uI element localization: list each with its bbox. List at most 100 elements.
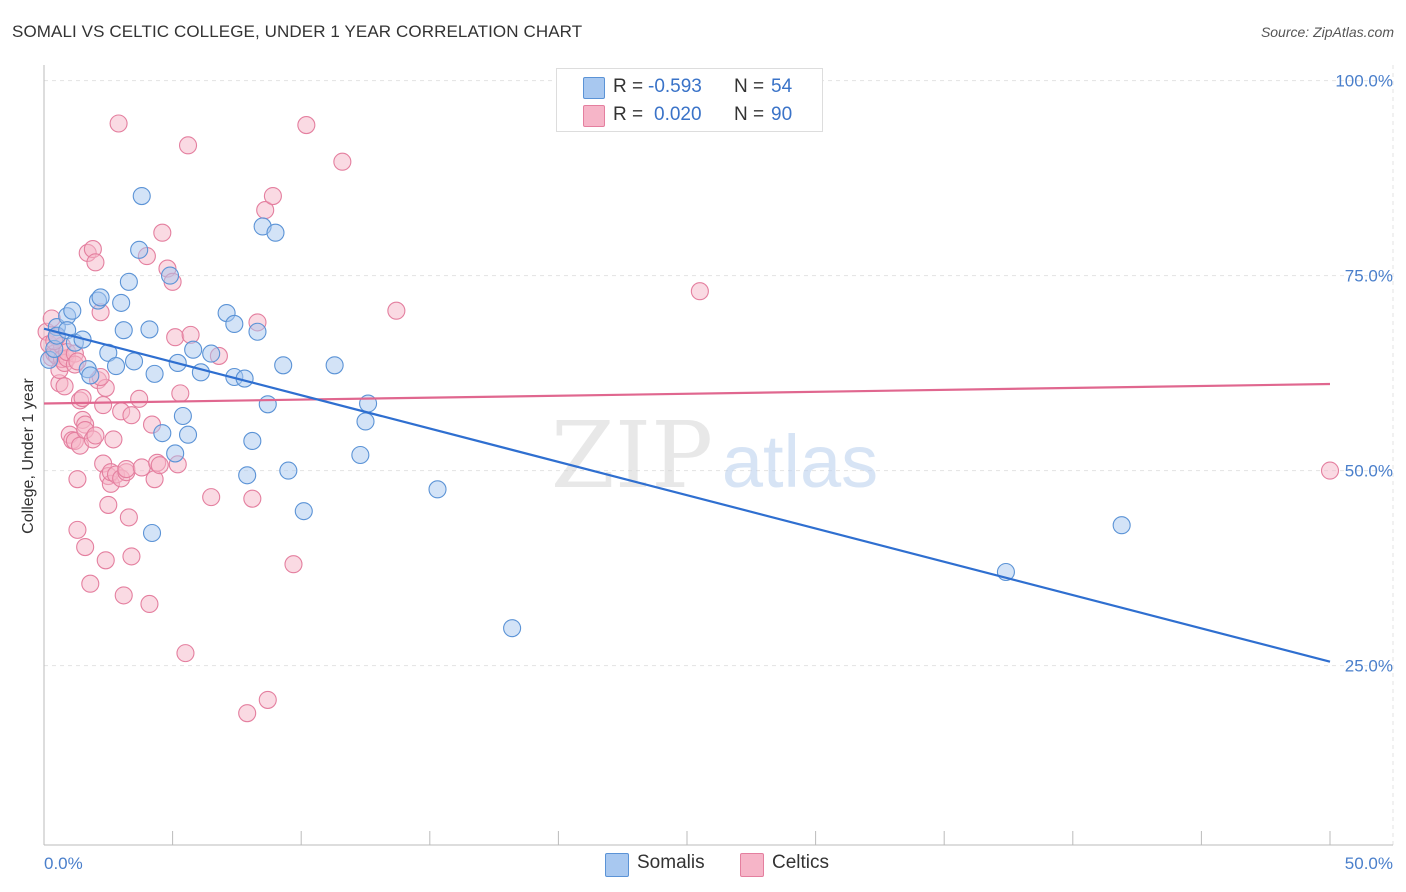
somali-n-value: 54 <box>771 76 793 97</box>
somali-point <box>191 363 210 382</box>
celtic-point <box>181 325 200 344</box>
somali-point <box>294 502 313 521</box>
celtic-point <box>263 186 282 206</box>
celtic-point <box>55 377 74 396</box>
somali-point <box>160 266 180 285</box>
celtics-swatch <box>740 853 764 877</box>
somali-point <box>153 424 172 443</box>
somali-point <box>124 352 144 371</box>
celtic-point <box>140 594 159 614</box>
y-tick-label: 100.0% <box>1335 72 1393 91</box>
grid-lines <box>44 65 1394 845</box>
somali-point <box>258 395 277 414</box>
somali-point <box>81 366 100 385</box>
somali-point <box>178 425 198 444</box>
somali-point <box>274 356 293 375</box>
source-label: Source: ZipAtlas.com <box>1260 24 1394 40</box>
axes <box>43 65 1393 846</box>
somali-trend-line <box>43 327 1331 663</box>
somali-point <box>145 364 164 383</box>
celtic-point <box>96 551 115 570</box>
celtic-point <box>153 223 172 242</box>
y-tick-label: 50.0% <box>1345 462 1393 481</box>
chart-title: SOMALI VS CELTIC COLLEGE, UNDER 1 YEAR C… <box>12 22 583 41</box>
somali-point <box>63 301 82 320</box>
somali-point <box>503 619 522 638</box>
n-label: N = <box>734 76 765 97</box>
trend-lines <box>43 327 1331 663</box>
somali-point <box>279 461 298 480</box>
celtic-point <box>171 384 190 403</box>
stats-legend: R = -0.593 N = 54 R = 0.020 N = 90 <box>556 68 823 132</box>
celtic-point <box>178 136 198 155</box>
somali-point <box>243 431 262 451</box>
watermark: ZIP atlas <box>551 402 878 509</box>
somalis-label: Somalis <box>637 852 705 873</box>
celtic-point <box>130 389 149 408</box>
celtics-label: Celtics <box>772 852 830 873</box>
somalis-swatch <box>605 853 629 877</box>
celtic-point <box>122 406 141 425</box>
somali-point <box>238 466 257 485</box>
y-tick-label: 25.0% <box>1345 657 1393 676</box>
somali-point <box>166 444 185 463</box>
somali-point <box>132 186 151 206</box>
celtic-point <box>238 704 257 723</box>
somali-point <box>184 340 203 359</box>
x-tick-label: 50.0% <box>1345 854 1393 873</box>
somali-point <box>225 314 244 334</box>
somali-point <box>112 293 131 312</box>
somali-r-value: -0.593 <box>648 76 702 97</box>
celtic-point <box>104 430 123 449</box>
somali-point <box>325 356 344 375</box>
somali-point <box>106 357 126 376</box>
somali-point <box>142 523 162 543</box>
celtic-point <box>109 114 128 133</box>
celtic-point <box>76 537 95 557</box>
somali-point <box>248 322 267 341</box>
celtic-point <box>258 690 277 709</box>
celtic-point <box>117 459 136 479</box>
celtic-point <box>166 328 185 347</box>
celtic-swatch <box>583 105 605 127</box>
celtic-point <box>81 574 100 593</box>
celtic-trend-line <box>43 382 1331 405</box>
celtic-point <box>202 488 221 507</box>
celtic-point <box>99 495 118 514</box>
somali-point <box>202 344 221 363</box>
somali-point <box>356 412 375 431</box>
celtic-point <box>119 508 138 527</box>
somali-point <box>140 320 159 339</box>
celtic-point <box>297 116 316 135</box>
somali-swatch <box>583 77 605 99</box>
celtic-n-value: 90 <box>771 104 793 125</box>
r-label: R = <box>613 104 644 125</box>
y-tick-label: 75.0% <box>1345 267 1393 286</box>
somali-point <box>351 445 370 465</box>
celtic-point <box>176 644 195 663</box>
celtic-point <box>333 152 352 171</box>
celtic-point <box>94 396 113 415</box>
somali-point <box>130 240 149 259</box>
celtic-point <box>86 426 105 445</box>
celtic-point <box>68 520 87 539</box>
celtic-point <box>690 282 709 301</box>
celtic-point <box>1320 461 1340 480</box>
celtic-point <box>284 555 303 574</box>
n-label: N = <box>734 104 765 125</box>
somali-point <box>173 406 192 426</box>
watermark-atlas: atlas <box>722 420 878 503</box>
watermark-zip: ZIP <box>551 402 713 509</box>
somali-point <box>114 321 133 340</box>
somali-point <box>91 288 110 307</box>
r-label: R = <box>613 76 644 97</box>
legend-row-celtic: R = 0.020 N = 90 <box>557 101 822 129</box>
celtic-point <box>68 470 87 489</box>
celtic-point <box>387 301 406 320</box>
celtic-point <box>150 456 169 475</box>
celtic-point <box>122 547 141 566</box>
somali-point <box>119 272 138 291</box>
somali-point <box>266 223 285 242</box>
celtic-point <box>243 489 262 508</box>
